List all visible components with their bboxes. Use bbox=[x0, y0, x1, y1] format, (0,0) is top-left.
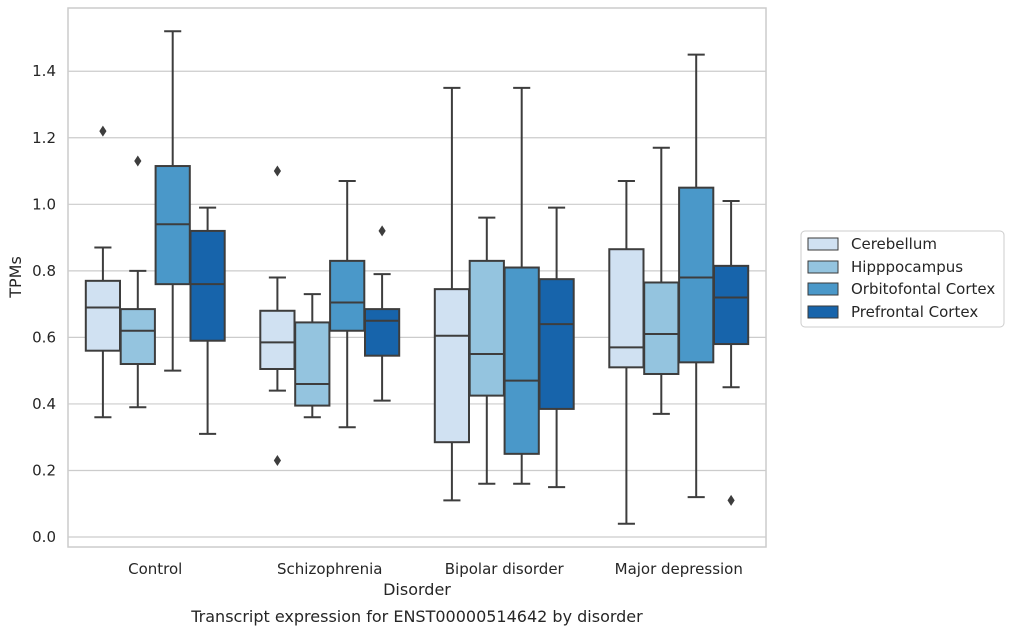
box-orbitofontal-cortex-major-depression bbox=[678, 53, 715, 499]
chart-caption: Transcript expression for ENST0000051464… bbox=[190, 607, 643, 626]
iqr-box bbox=[538, 278, 575, 410]
iqr-box bbox=[363, 308, 401, 357]
box-prefrontal-cortex-control bbox=[189, 206, 226, 435]
x-tick-label: Control bbox=[128, 560, 182, 578]
iqr-box bbox=[259, 309, 296, 370]
x-tick-labels: Control Schizophrenia Bipolar disorder Majo… bbox=[128, 560, 743, 578]
box-hipppocampus-major-depression bbox=[643, 146, 680, 415]
y-tick-label: 0.2 bbox=[32, 461, 56, 479]
box-cerebellum-bipolar-disorder bbox=[433, 86, 471, 502]
outlier-marker bbox=[727, 494, 735, 506]
outlier-marker bbox=[99, 125, 107, 137]
iqr-box bbox=[329, 259, 366, 332]
legend-item-orbitofrontal-cortex: Orbitofontal Cortex bbox=[807, 280, 995, 298]
iqr-box bbox=[433, 288, 471, 444]
box-hipppocampus-schizophrenia bbox=[294, 293, 331, 419]
legend-item-hippocampus: Hipppocampus bbox=[807, 258, 963, 276]
series-prefrontal-cortex bbox=[189, 199, 750, 506]
x-tick-label: Major depression bbox=[615, 560, 743, 578]
iqr-box bbox=[712, 264, 750, 346]
iqr-box bbox=[678, 186, 715, 364]
x-tick-label: Schizophrenia bbox=[277, 560, 382, 578]
box-prefrontal-cortex-schizophrenia bbox=[363, 225, 401, 402]
box-orbitofontal-cortex-schizophrenia bbox=[329, 180, 366, 429]
legend-label-cerebellum: Cerebellum bbox=[851, 235, 937, 253]
iqr-box bbox=[503, 266, 540, 455]
outlier-marker bbox=[378, 225, 386, 237]
legend-swatch-cerebellum bbox=[807, 237, 839, 251]
legend: Cerebellum Hipppocampus Orbitofontal Cor… bbox=[800, 230, 1005, 328]
box-hipppocampus-bipolar-disorder bbox=[468, 216, 505, 485]
box-cerebellum-control bbox=[84, 125, 122, 419]
y-tick-label: 0.6 bbox=[32, 328, 56, 346]
y-tick-labels: 0.0 0.2 0.4 0.6 0.8 1.0 1.2 1.4 bbox=[32, 62, 56, 546]
series-hipppocampus bbox=[119, 146, 680, 485]
legend-swatch-orbitofrontal-cortex bbox=[807, 282, 839, 296]
box-prefrontal-cortex-bipolar-disorder bbox=[538, 206, 575, 489]
legend-item-cerebellum: Cerebellum bbox=[807, 235, 937, 253]
series-cerebellum bbox=[84, 86, 645, 525]
iqr-box bbox=[189, 229, 226, 342]
iqr-box bbox=[608, 248, 645, 369]
legend-item-prefrontal-cortex: Prefrontal Cortex bbox=[807, 303, 978, 321]
box-cerebellum-major-depression bbox=[608, 180, 645, 525]
box-orbitofontal-cortex-bipolar-disorder bbox=[503, 86, 540, 485]
legend-label-orbitofrontal-cortex: Orbitofontal Cortex bbox=[851, 280, 995, 298]
iqr-box bbox=[294, 321, 331, 407]
outlier-marker bbox=[273, 165, 281, 177]
box-cerebellum-schizophrenia bbox=[259, 165, 296, 466]
y-tick-label: 1.0 bbox=[32, 195, 56, 213]
iqr-box bbox=[84, 279, 122, 352]
y-axis-label: TPMs bbox=[6, 256, 25, 299]
series-orbitofontal-cortex bbox=[154, 30, 715, 499]
legend-swatch-prefrontal-cortex bbox=[807, 305, 839, 319]
box-prefrontal-cortex-major-depression bbox=[712, 199, 750, 506]
outlier-marker bbox=[273, 454, 281, 466]
legend-label-prefrontal-cortex: Prefrontal Cortex bbox=[851, 303, 978, 321]
iqr-box bbox=[643, 281, 680, 375]
iqr-box bbox=[119, 308, 156, 366]
outlier-marker bbox=[134, 155, 142, 167]
x-axis-label: Disorder bbox=[383, 580, 451, 599]
y-tick-label: 0.0 bbox=[32, 528, 56, 546]
plot-frame bbox=[67, 7, 767, 548]
iqr-box bbox=[468, 259, 505, 397]
box-hipppocampus-control bbox=[119, 155, 156, 409]
y-tick-label: 1.2 bbox=[32, 129, 56, 147]
legend-frame bbox=[800, 230, 1005, 328]
y-tick-label: 0.4 bbox=[32, 395, 56, 413]
legend-swatch-hippocampus bbox=[807, 260, 839, 274]
box-series bbox=[84, 30, 750, 525]
y-tick-label: 1.4 bbox=[32, 62, 56, 80]
x-tick-label: Bipolar disorder bbox=[445, 560, 565, 578]
y-tick-label: 0.8 bbox=[32, 262, 56, 280]
box-orbitofontal-cortex-control bbox=[154, 30, 191, 372]
legend-label-hippocampus: Hipppocampus bbox=[851, 258, 963, 276]
